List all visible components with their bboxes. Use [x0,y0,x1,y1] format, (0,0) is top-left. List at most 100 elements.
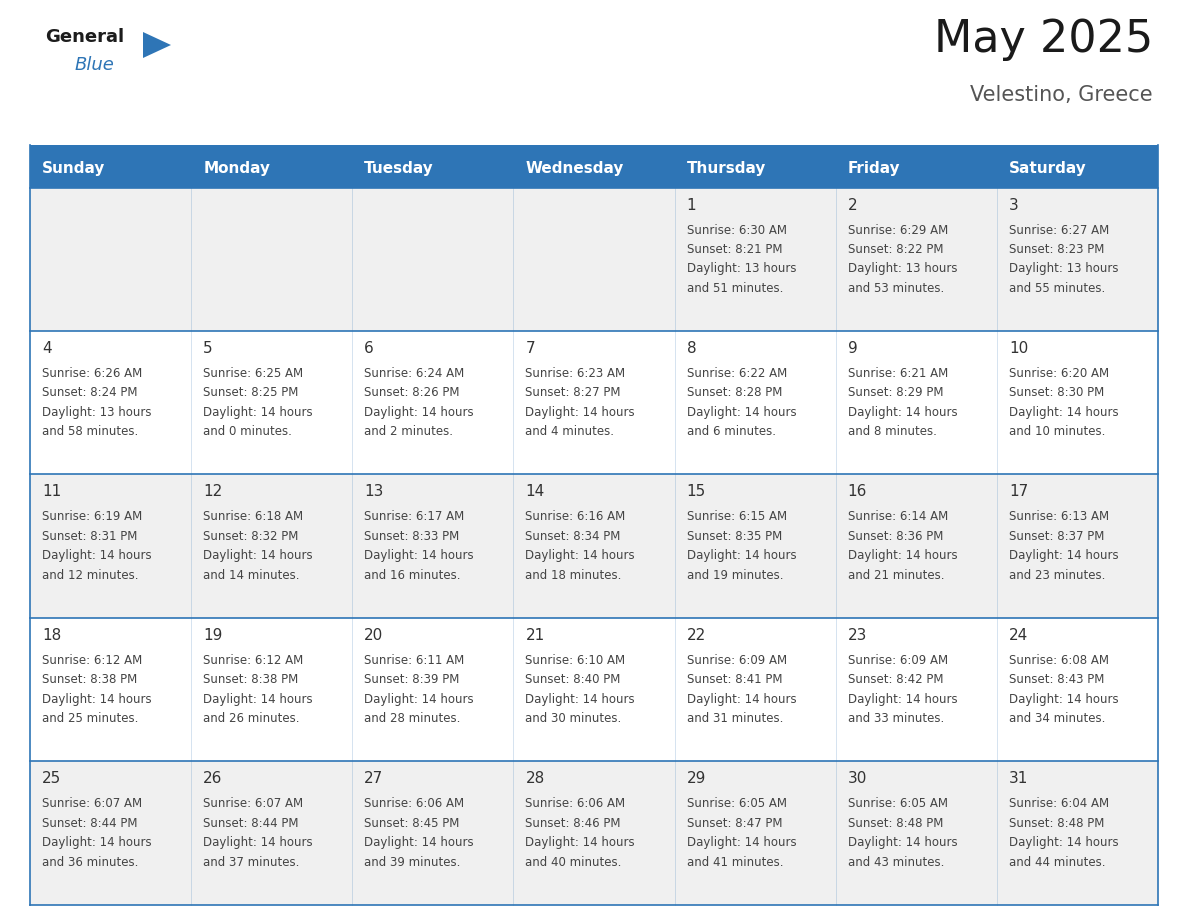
Text: Sunrise: 6:12 AM: Sunrise: 6:12 AM [203,654,303,666]
Text: Daylight: 14 hours: Daylight: 14 hours [203,836,312,849]
Text: Sunset: 8:34 PM: Sunset: 8:34 PM [525,530,621,543]
Text: Velestino, Greece: Velestino, Greece [971,85,1154,105]
Text: 10: 10 [1009,341,1028,356]
Bar [30,145,1158,150]
Text: Daylight: 14 hours: Daylight: 14 hours [203,406,312,419]
Text: Daylight: 14 hours: Daylight: 14 hours [42,549,152,563]
Text: Sunset: 8:38 PM: Sunset: 8:38 PM [42,673,138,686]
Text: and 34 minutes.: and 34 minutes. [1009,712,1105,725]
Text: Sunset: 8:48 PM: Sunset: 8:48 PM [848,817,943,830]
Text: Sunrise: 6:11 AM: Sunrise: 6:11 AM [365,654,465,666]
Text: Sunset: 8:37 PM: Sunset: 8:37 PM [1009,530,1104,543]
Polygon shape [143,32,171,58]
Text: and 25 minutes.: and 25 minutes. [42,712,138,725]
Text: Daylight: 14 hours: Daylight: 14 hours [365,693,474,706]
Text: Sunset: 8:43 PM: Sunset: 8:43 PM [1009,673,1104,686]
Text: and 58 minutes.: and 58 minutes. [42,425,138,439]
Text: Sunrise: 6:19 AM: Sunrise: 6:19 AM [42,510,143,523]
Text: Daylight: 14 hours: Daylight: 14 hours [365,836,474,849]
Text: Sunrise: 6:06 AM: Sunrise: 6:06 AM [365,797,465,810]
Text: Thursday: Thursday [687,161,766,176]
Text: Sunset: 8:46 PM: Sunset: 8:46 PM [525,817,621,830]
Text: Daylight: 14 hours: Daylight: 14 hours [525,406,636,419]
Text: Daylight: 14 hours: Daylight: 14 hours [1009,693,1118,706]
Text: 22: 22 [687,628,706,643]
Text: and 44 minutes.: and 44 minutes. [1009,856,1105,868]
Text: Sunrise: 6:24 AM: Sunrise: 6:24 AM [365,367,465,380]
Text: 30: 30 [848,771,867,786]
Text: 17: 17 [1009,485,1028,499]
Text: Sunset: 8:32 PM: Sunset: 8:32 PM [203,530,298,543]
Text: May 2025: May 2025 [934,18,1154,61]
Text: Sunrise: 6:20 AM: Sunrise: 6:20 AM [1009,367,1108,380]
Text: Friday: Friday [848,161,901,176]
Text: and 31 minutes.: and 31 minutes. [687,712,783,725]
Text: Sunset: 8:31 PM: Sunset: 8:31 PM [42,530,138,543]
Text: 20: 20 [365,628,384,643]
Text: Daylight: 14 hours: Daylight: 14 hours [42,836,152,849]
Text: Sunrise: 6:04 AM: Sunrise: 6:04 AM [1009,797,1108,810]
Text: Daylight: 14 hours: Daylight: 14 hours [365,406,474,419]
Text: and 39 minutes.: and 39 minutes. [365,856,461,868]
Text: Sunrise: 6:06 AM: Sunrise: 6:06 AM [525,797,626,810]
Bar [30,330,1158,475]
Text: and 16 minutes.: and 16 minutes. [365,569,461,582]
Text: and 6 minutes.: and 6 minutes. [687,425,776,439]
Text: Sunset: 8:21 PM: Sunset: 8:21 PM [687,243,782,256]
Text: Sunrise: 6:18 AM: Sunrise: 6:18 AM [203,510,303,523]
Text: and 26 minutes.: and 26 minutes. [203,712,299,725]
Text: Tuesday: Tuesday [365,161,434,176]
Text: Sunrise: 6:25 AM: Sunrise: 6:25 AM [203,367,303,380]
Text: Sunrise: 6:12 AM: Sunrise: 6:12 AM [42,654,143,666]
Text: 1: 1 [687,197,696,212]
Text: 8: 8 [687,341,696,356]
Text: and 10 minutes.: and 10 minutes. [1009,425,1105,439]
Text: and 2 minutes.: and 2 minutes. [365,425,454,439]
Text: Sunrise: 6:13 AM: Sunrise: 6:13 AM [1009,510,1108,523]
Text: and 55 minutes.: and 55 minutes. [1009,282,1105,295]
Bar [30,475,1158,618]
Text: Daylight: 13 hours: Daylight: 13 hours [1009,263,1118,275]
Text: Saturday: Saturday [1009,161,1087,176]
Text: and 23 minutes.: and 23 minutes. [1009,569,1105,582]
Text: and 43 minutes.: and 43 minutes. [848,856,944,868]
Text: Sunset: 8:26 PM: Sunset: 8:26 PM [365,386,460,399]
Text: Sunset: 8:47 PM: Sunset: 8:47 PM [687,817,782,830]
Text: Sunset: 8:40 PM: Sunset: 8:40 PM [525,673,621,686]
Text: and 53 minutes.: and 53 minutes. [848,282,944,295]
Text: Sunrise: 6:05 AM: Sunrise: 6:05 AM [848,797,948,810]
Text: Monday: Monday [203,161,270,176]
Text: 26: 26 [203,771,222,786]
Text: 4: 4 [42,341,51,356]
Text: 9: 9 [848,341,858,356]
Text: Sunset: 8:35 PM: Sunset: 8:35 PM [687,530,782,543]
Text: and 21 minutes.: and 21 minutes. [848,569,944,582]
Text: 27: 27 [365,771,384,786]
Bar [30,761,1158,904]
Text: Daylight: 14 hours: Daylight: 14 hours [203,549,312,563]
Bar [30,150,1158,187]
Text: Daylight: 14 hours: Daylight: 14 hours [42,693,152,706]
Text: 29: 29 [687,771,706,786]
Text: Daylight: 14 hours: Daylight: 14 hours [1009,836,1118,849]
Text: Daylight: 14 hours: Daylight: 14 hours [848,549,958,563]
Text: Sunset: 8:44 PM: Sunset: 8:44 PM [203,817,298,830]
Text: 2: 2 [848,197,858,212]
Text: Sunrise: 6:27 AM: Sunrise: 6:27 AM [1009,223,1110,237]
Text: 14: 14 [525,485,544,499]
Text: Daylight: 14 hours: Daylight: 14 hours [365,549,474,563]
Text: and 14 minutes.: and 14 minutes. [203,569,299,582]
Text: and 4 minutes.: and 4 minutes. [525,425,614,439]
Text: Sunrise: 6:07 AM: Sunrise: 6:07 AM [203,797,303,810]
Text: and 51 minutes.: and 51 minutes. [687,282,783,295]
Text: 28: 28 [525,771,544,786]
Text: and 36 minutes.: and 36 minutes. [42,856,138,868]
Text: Sunrise: 6:23 AM: Sunrise: 6:23 AM [525,367,626,380]
Text: Sunset: 8:25 PM: Sunset: 8:25 PM [203,386,298,399]
Text: Daylight: 14 hours: Daylight: 14 hours [687,406,796,419]
Text: and 40 minutes.: and 40 minutes. [525,856,621,868]
Text: Sunrise: 6:07 AM: Sunrise: 6:07 AM [42,797,143,810]
Text: Daylight: 14 hours: Daylight: 14 hours [687,836,796,849]
Text: and 12 minutes.: and 12 minutes. [42,569,139,582]
Text: General: General [45,28,124,46]
